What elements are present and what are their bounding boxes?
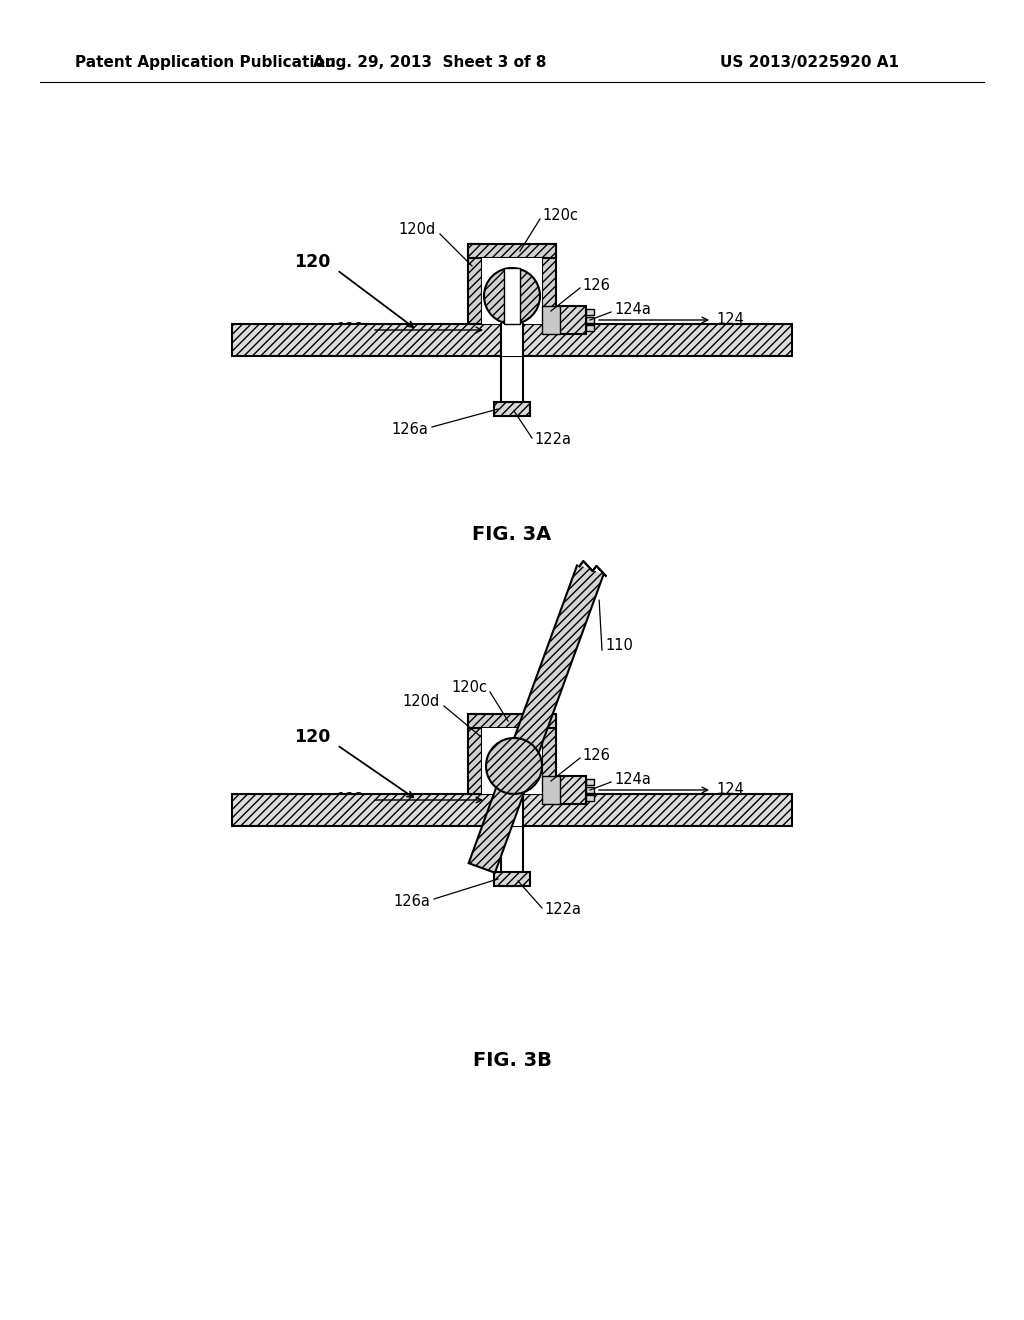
Bar [556,306,586,334]
Text: 124: 124 [716,783,743,797]
Text: 126: 126 [582,279,610,293]
Bar [501,826,523,886]
Text: 120d: 120d [402,694,440,710]
Bar [586,317,594,323]
Polygon shape [469,562,604,873]
Text: Patent Application Publication: Patent Application Publication [75,54,336,70]
Bar [468,714,556,729]
Bar [586,779,594,785]
Text: 110: 110 [605,639,633,653]
Bar [482,257,542,323]
Bar [542,244,556,323]
Text: 124a: 124a [614,772,651,788]
Text: US 2013/0225920 A1: US 2013/0225920 A1 [720,54,899,70]
Bar [504,268,520,323]
Bar [586,309,594,315]
Text: 120c: 120c [542,209,578,223]
Bar [232,795,792,826]
Bar [501,356,523,416]
Text: 126: 126 [582,748,610,763]
Text: 120: 120 [294,729,330,746]
Bar [586,787,594,793]
Text: FIG. 3B: FIG. 3B [472,1051,552,1069]
Ellipse shape [486,738,542,795]
Bar [501,323,523,356]
Text: 120: 120 [294,253,330,271]
Bar [542,776,560,804]
Text: FIG. 3A: FIG. 3A [472,525,552,544]
Bar [542,306,560,334]
Bar [494,403,530,416]
Bar [232,323,792,356]
Bar [468,244,556,257]
Bar [542,714,556,795]
Text: 120c: 120c [451,681,487,696]
Text: 120d: 120d [398,223,436,238]
Bar [586,325,594,331]
Bar [501,795,523,826]
Text: 122a: 122a [544,903,581,917]
Text: 126a: 126a [391,421,428,437]
Text: Aug. 29, 2013  Sheet 3 of 8: Aug. 29, 2013 Sheet 3 of 8 [313,54,547,70]
Text: 124: 124 [716,313,743,327]
Bar [556,776,586,804]
Bar [468,244,482,323]
Bar [482,729,542,795]
Text: 122a: 122a [534,433,571,447]
Bar [586,795,594,801]
Ellipse shape [484,268,540,323]
Text: 122: 122 [336,792,364,808]
Text: 122: 122 [336,322,364,338]
Text: 124a: 124a [614,302,651,318]
Text: 126a: 126a [393,894,430,908]
Bar [494,873,530,886]
Bar [468,714,482,795]
